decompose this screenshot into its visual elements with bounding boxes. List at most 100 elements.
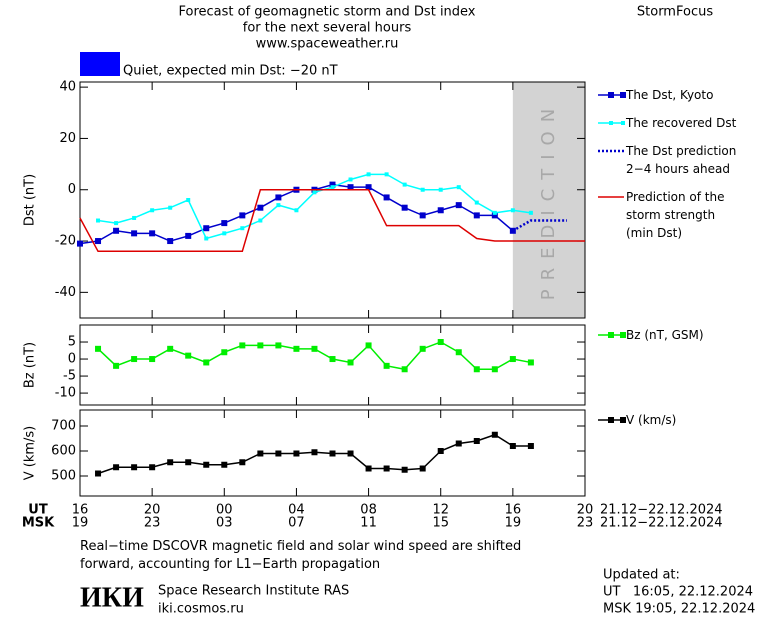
data-point — [473, 438, 480, 444]
series-line — [97, 173, 531, 240]
x-tick-label: 08 — [360, 503, 377, 518]
data-point — [437, 207, 444, 214]
data-point — [527, 443, 534, 449]
plot-frame — [79, 409, 586, 497]
updated-msk: MSK 19:05, 22.12.2024 — [603, 602, 755, 617]
plot-frame — [79, 81, 586, 319]
msk-tick-label: 11 — [360, 516, 377, 531]
legend-sample — [598, 149, 624, 153]
msk-label: MSK — [22, 516, 55, 531]
y-tick-label: 700 — [51, 419, 76, 434]
data-point — [510, 208, 515, 213]
data-point — [95, 238, 102, 245]
data-point — [95, 345, 102, 352]
data-point — [491, 431, 498, 438]
y-tick-label: 600 — [51, 444, 76, 459]
prediction-shade — [512, 82, 585, 318]
data-point — [438, 187, 443, 192]
y-tick-label: 500 — [51, 469, 76, 484]
data-point — [185, 352, 192, 359]
data-point — [239, 212, 246, 219]
data-point — [149, 464, 156, 471]
data-point — [275, 450, 282, 457]
data-point — [114, 221, 119, 226]
data-point — [113, 362, 120, 369]
data-point — [132, 215, 137, 220]
data-point — [419, 212, 426, 219]
x-tick-label: 04 — [288, 503, 305, 518]
legend-marker — [620, 332, 626, 338]
legend: The Dst, Kyoto The recovered Dst The Dst p… — [596, 86, 736, 252]
data-point — [113, 464, 120, 471]
data-point — [383, 465, 390, 472]
legend-entry: Prediction of the storm strength (min Ds… — [596, 188, 736, 242]
data-point — [312, 190, 317, 195]
y-tick-label: 0 — [68, 352, 76, 367]
data-point — [347, 184, 354, 191]
data-point — [348, 177, 353, 182]
data-point — [329, 356, 336, 363]
series-line — [79, 188, 585, 253]
y-tick-label: -10 — [55, 386, 76, 401]
data-point — [528, 210, 533, 215]
legend-label: The Dst prediction 2−4 hours ahead — [626, 144, 737, 176]
msk-tick-label: 23 — [577, 516, 594, 531]
ut-range: 21.12−22.12.2024 — [600, 503, 723, 518]
data-point — [221, 349, 228, 356]
data-point — [203, 461, 210, 468]
data-point — [437, 448, 444, 454]
y-tick-label: 40 — [59, 80, 76, 95]
data-point — [185, 232, 192, 239]
y-axis-label: Bz (nT) — [23, 342, 38, 388]
data-point — [222, 231, 227, 236]
data-point — [347, 450, 354, 457]
data-point — [509, 443, 516, 449]
data-point — [257, 450, 264, 457]
legend-label: The Dst, Kyoto — [626, 88, 714, 102]
title: Forecast of geomagnetic storm and Dst in… — [178, 5, 475, 20]
data-point — [221, 461, 228, 468]
data-point — [293, 345, 300, 352]
data-point — [383, 362, 390, 369]
data-point — [473, 366, 480, 373]
data-point — [185, 459, 192, 466]
data-point — [221, 220, 228, 227]
data-point — [311, 449, 318, 456]
msk-tick-label: 19 — [72, 516, 89, 531]
data-point — [365, 342, 372, 349]
footnote: Real−time DSCOVR magnetic field and sola… — [80, 539, 522, 572]
x-tick-label: 16 — [505, 503, 522, 518]
legend: Bz (nT, GSM) — [596, 326, 704, 354]
data-point — [455, 202, 462, 209]
updated-title: Updated at: — [603, 568, 680, 583]
x-tick-label: 12 — [432, 503, 449, 518]
data-point — [258, 218, 263, 223]
legend-entry: The recovered Dst — [596, 114, 736, 132]
msk-tick-label: 19 — [505, 516, 522, 531]
msk-tick-label: 23 — [144, 516, 161, 531]
data-point — [239, 459, 246, 466]
data-point — [113, 227, 120, 234]
series-line — [512, 219, 567, 232]
legend-entry: V (km/s) — [596, 411, 676, 429]
legend-sample — [598, 417, 626, 423]
site: iki.cosmos.ru — [158, 602, 244, 617]
status-text: Quiet, expected min Dst: −20 nT — [123, 64, 338, 79]
legend-marker — [608, 417, 614, 423]
data-point — [131, 356, 138, 363]
title: www.spaceweather.ru — [256, 37, 399, 52]
data-point — [329, 181, 336, 188]
data-point — [240, 226, 245, 231]
legend: V (km/s) — [596, 411, 676, 439]
data-point — [420, 187, 425, 192]
data-point — [203, 225, 210, 232]
data-point — [167, 238, 174, 245]
prediction-label: PREDICTION — [538, 100, 559, 300]
y-tick-label: -40 — [55, 285, 76, 300]
y-axis-label: Dst (nT) — [23, 174, 38, 226]
data-point — [311, 345, 318, 352]
data-point — [149, 230, 156, 237]
data-point — [131, 464, 138, 471]
legend-marker — [621, 121, 625, 125]
